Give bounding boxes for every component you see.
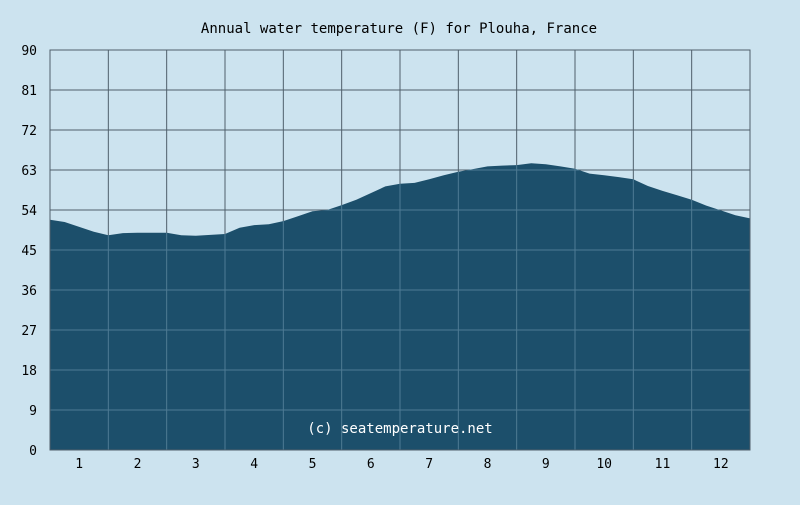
x-tick-label: 11 <box>655 457 671 472</box>
y-tick-label: 72 <box>21 124 37 139</box>
y-tick-label: 27 <box>21 324 37 339</box>
x-tick-label: 4 <box>250 457 258 472</box>
y-tick-label: 81 <box>21 84 37 99</box>
chart-title: Annual water temperature (F) for Plouha,… <box>201 21 597 37</box>
plot-frame <box>49 49 751 451</box>
y-tick-label: 45 <box>21 244 37 259</box>
copyright-credit: (c) seatemperature.net <box>307 421 492 437</box>
x-tick-label: 1 <box>75 457 83 472</box>
y-tick-label: 63 <box>21 164 37 179</box>
y-tick-label: 0 <box>29 444 37 459</box>
x-tick-label: 5 <box>309 457 317 472</box>
x-tick-label: 2 <box>134 457 142 472</box>
y-tick-label: 9 <box>29 404 37 419</box>
y-tick-label: 36 <box>21 284 37 299</box>
x-tick-label: 3 <box>192 457 200 472</box>
x-axis-ticks: 1 2 3 4 5 6 7 8 9 10 11 12 <box>75 457 728 472</box>
y-tick-label: 18 <box>21 364 37 379</box>
x-tick-label: 7 <box>425 457 433 472</box>
x-tick-label: 6 <box>367 457 375 472</box>
y-tick-label: 54 <box>21 204 37 219</box>
x-tick-label: 9 <box>542 457 550 472</box>
y-tick-label: 90 <box>21 44 37 59</box>
x-tick-label: 12 <box>713 457 729 472</box>
y-axis-ticks: 0 9 18 27 36 45 54 63 72 81 90 <box>21 44 37 459</box>
x-tick-label: 8 <box>484 457 492 472</box>
x-tick-label: 10 <box>596 457 612 472</box>
